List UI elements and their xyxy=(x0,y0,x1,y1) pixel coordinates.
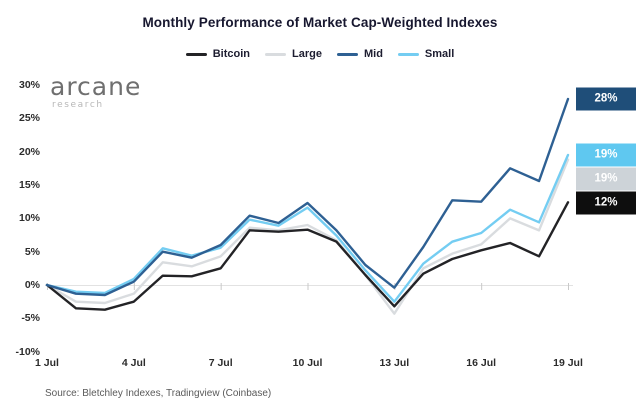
legend-item-mid: Mid xyxy=(336,48,383,60)
y-tick-label--5: -5% xyxy=(21,312,40,325)
y-tick-label-0: 0% xyxy=(24,279,40,291)
legend-swatch-small xyxy=(397,52,419,56)
legend-swatch-mid xyxy=(336,52,358,56)
chart-title: Monthly Performance of Market Cap-Weight… xyxy=(142,15,498,30)
series-line-bitcoin xyxy=(45,201,570,311)
legend-item-bitcoin: Bitcoin xyxy=(185,48,250,60)
series-line-mid xyxy=(45,97,570,297)
brand-subtitle: research xyxy=(52,100,104,110)
y-tick-label-5: 5% xyxy=(24,245,40,258)
y-tick-label-15: 15% xyxy=(18,179,40,191)
end-label-bitcoin: 12% xyxy=(576,191,636,215)
x-tick-label-16-jul: 16 Jul xyxy=(466,357,497,369)
legend-swatch-bitcoin xyxy=(185,52,207,56)
x-tick-label-13-jul: 13 Jul xyxy=(379,357,410,369)
x-tick-label-1-jul: 1 Jul xyxy=(35,357,59,369)
y-tick-label-30: 30% xyxy=(18,79,40,91)
legend-item-large: Large xyxy=(265,48,322,60)
legend-label-large: Large xyxy=(292,48,322,60)
end-label-large: 19% xyxy=(576,167,636,191)
legend-swatch-large xyxy=(265,52,286,56)
x-tick-label-4-jul: 4 Jul xyxy=(121,357,146,369)
legend-item-small: Small xyxy=(397,48,455,60)
y-tick-label-25: 25% xyxy=(18,112,40,125)
legend-label-mid: Mid xyxy=(363,48,383,60)
end-label-small: 19% xyxy=(576,143,636,167)
y-tick-label-20: 20% xyxy=(18,145,40,158)
series-line-large xyxy=(45,158,570,315)
source-note: Source: Bletchley Indexes, Tradingview (… xyxy=(45,388,272,399)
x-tick-label-7-jul: 7 Jul xyxy=(208,357,233,369)
end-label-mid: 28% xyxy=(576,87,636,111)
arcane-research-logo: arcane research xyxy=(50,74,141,110)
y-tick-label-10: 10% xyxy=(18,212,40,225)
x-tick-label-10-jul: 10 Jul xyxy=(292,357,323,369)
series-line-small xyxy=(45,153,570,303)
y-tick-label--10: -10% xyxy=(15,345,40,358)
x-tick-label-19-jul: 19 Jul xyxy=(553,357,583,369)
chart-legend: Bitcoin Large Mid Small xyxy=(0,48,640,60)
brand-name: arcane xyxy=(50,72,142,101)
legend-label-bitcoin: Bitcoin xyxy=(212,48,250,60)
legend-label-small: Small xyxy=(424,48,455,60)
